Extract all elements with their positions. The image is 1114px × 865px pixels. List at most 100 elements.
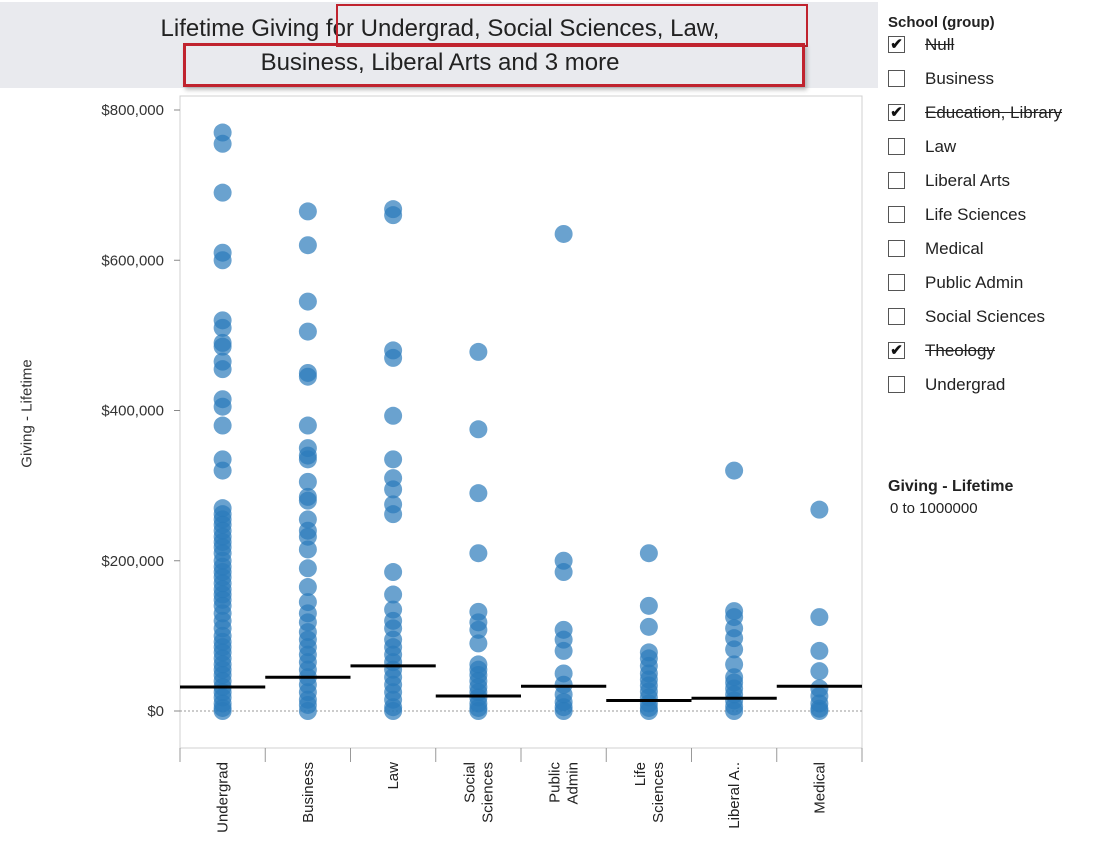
filter-item-label: Undergrad	[925, 375, 1006, 394]
filter-item-label: Life Sciences	[925, 205, 1027, 224]
data-point	[213, 318, 232, 337]
filter-item[interactable]: ✔ Theology	[888, 340, 1114, 374]
data-point	[213, 183, 232, 202]
filter-checkbox[interactable]	[888, 308, 905, 325]
filter-item[interactable]: Law	[888, 136, 1114, 170]
filter-item-label: Business	[925, 69, 994, 88]
data-point	[298, 472, 317, 491]
filter-items: ✔ Null Business ✔ Education, Library Law Liber…	[888, 34, 1114, 408]
filter-checkbox[interactable]	[888, 206, 905, 223]
filter-item-label: Theology	[925, 341, 995, 360]
data-point	[639, 617, 658, 636]
data-point	[639, 596, 658, 615]
data-point	[384, 450, 403, 469]
y-tick-label: $200,000	[101, 553, 164, 570]
filter-item[interactable]: Business	[888, 68, 1114, 102]
data-point	[810, 662, 829, 681]
data-point	[298, 578, 317, 597]
data-point	[725, 702, 744, 720]
data-point	[725, 655, 744, 674]
data-point	[298, 322, 317, 341]
category-label: Sciences	[650, 762, 667, 823]
chart-title-line1: Lifetime Giving for Undergrad, Social Sc…	[160, 15, 720, 42]
data-point	[469, 342, 488, 361]
data-point	[213, 461, 232, 480]
data-point	[554, 641, 573, 660]
data-point	[469, 620, 488, 639]
filter-checkbox[interactable]: ✔	[888, 104, 905, 121]
data-point	[384, 406, 403, 425]
category-label: Sciences	[479, 762, 496, 823]
data-point	[298, 367, 317, 386]
data-point	[213, 360, 232, 379]
filter-item[interactable]: ✔ Education, Library	[888, 102, 1114, 136]
data-point	[469, 484, 488, 503]
filter-item[interactable]: Liberal Arts	[888, 170, 1114, 204]
data-point	[213, 251, 232, 270]
data-point	[298, 491, 317, 510]
chart-title: Lifetime Giving for Undergrad, Social Sc…	[20, 12, 860, 80]
filter-item[interactable]: Life Sciences	[888, 204, 1114, 238]
filter-checkbox[interactable]: ✔	[888, 36, 905, 53]
data-point	[298, 540, 317, 559]
filter-checkbox[interactable]	[888, 70, 905, 87]
filter-item[interactable]: Medical	[888, 238, 1114, 272]
category-label: Liberal A..	[726, 762, 743, 829]
category-label: Life	[632, 762, 649, 786]
data-point	[810, 500, 829, 519]
data-point	[554, 563, 573, 582]
filter-item[interactable]: Social Sciences	[888, 306, 1114, 340]
data-point	[725, 461, 744, 480]
data-point	[384, 563, 403, 582]
data-point	[554, 702, 573, 720]
y-tick-label: $800,000	[101, 102, 164, 119]
data-point	[810, 702, 829, 720]
data-point	[639, 544, 658, 563]
filter-checkbox[interactable]	[888, 138, 905, 155]
data-point	[298, 450, 317, 469]
category-label: Business	[300, 762, 317, 823]
data-point	[639, 702, 658, 720]
data-point	[469, 634, 488, 653]
data-point	[384, 702, 403, 720]
school-group-filter: School (group) ✔ Null Business ✔ Education, …	[888, 14, 1114, 408]
category-label: Social	[461, 762, 478, 803]
title-highlight-box-top	[336, 4, 808, 47]
data-point	[298, 702, 317, 720]
plot-area	[179, 95, 863, 749]
data-point	[384, 348, 403, 367]
data-point	[213, 397, 232, 416]
filter-item-label: Null	[925, 35, 955, 54]
filter-item-label: Medical	[925, 239, 984, 258]
filter-checkbox[interactable]: ✔	[888, 342, 905, 359]
data-point	[810, 641, 829, 660]
category-label: Medical	[811, 762, 828, 814]
filter-item-label: Social Sciences	[925, 307, 1046, 326]
data-point	[469, 544, 488, 563]
filter-item[interactable]: Undergrad	[888, 374, 1114, 408]
filter-item[interactable]: Public Admin	[888, 272, 1114, 306]
category-label: Public	[547, 762, 564, 803]
data-point	[213, 702, 232, 720]
data-point	[469, 702, 488, 720]
filter-checkbox[interactable]	[888, 172, 905, 189]
title-highlight-box-bottom	[183, 43, 805, 87]
data-point	[298, 236, 317, 255]
size-legend-title: Giving - Lifetime	[888, 478, 1014, 495]
data-point	[298, 416, 317, 435]
data-point	[725, 640, 744, 659]
filter-checkbox[interactable]	[888, 376, 905, 393]
filter-title: School (group)	[888, 14, 995, 31]
data-point	[213, 134, 232, 153]
filter-item-label: Law	[925, 137, 957, 156]
filter-checkbox[interactable]	[888, 274, 905, 291]
filter-checkbox[interactable]	[888, 240, 905, 257]
filter-item-label: Liberal Arts	[925, 171, 1011, 190]
filter-item[interactable]: ✔ Null	[888, 34, 1114, 68]
data-point	[554, 224, 573, 243]
data-point	[384, 206, 403, 225]
data-point	[298, 292, 317, 311]
data-point	[384, 505, 403, 524]
data-point	[810, 608, 829, 627]
filter-item-label: Public Admin	[925, 273, 1024, 292]
